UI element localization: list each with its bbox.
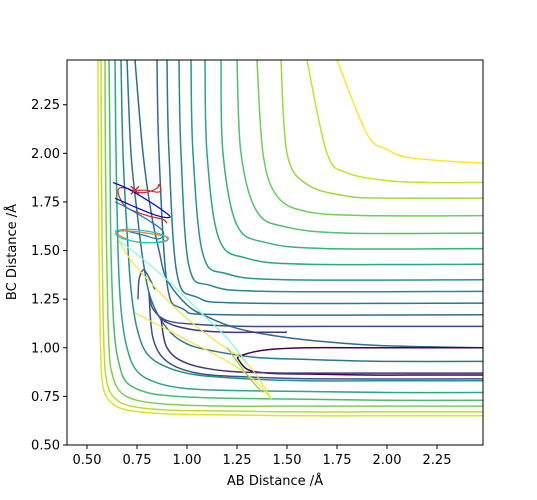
contour-line-15: [220, 60, 483, 250]
contour-line-7: [97, 60, 483, 417]
x-tick-label: 1.00: [173, 453, 202, 468]
contour-line-5: [104, 60, 483, 407]
y-axis-ticks: 0.50 0.75 1.00 1.25 1.50 1.75 2.00 2.25: [31, 98, 67, 454]
contour-line-18: [178, 60, 483, 293]
y-tick-label: 1.00: [31, 341, 60, 356]
y-tick-label: 1.50: [31, 244, 60, 259]
y-tick-label: 0.75: [31, 390, 60, 405]
contour-line-8: [236, 357, 483, 376]
contour-line-4: [108, 60, 483, 402]
trajectory-1: [112, 181, 171, 219]
plot-frame: [66, 59, 484, 446]
trajectory-0: [117, 183, 168, 224]
x-tick-label: 0.50: [73, 453, 102, 468]
contour-line-16: [204, 60, 483, 266]
contour-line-3: [114, 60, 483, 394]
y-tick-label: 1.25: [31, 293, 60, 308]
contour-line-24: [148, 293, 483, 328]
x-tick-label: 1.25: [223, 453, 252, 468]
contour-line-19: [166, 60, 483, 305]
contour-line-6: [100, 60, 483, 413]
trajectory-4: [114, 228, 169, 244]
x-tick-label: 2.00: [373, 453, 402, 468]
contour-line-2: [120, 60, 483, 382]
y-tick-label: 2.25: [31, 98, 60, 113]
y-tick-label: 2.00: [31, 147, 60, 162]
contour-line-11: [306, 60, 483, 184]
x-axis-ticks: 0.50 0.75 1.00 1.25 1.50 1.75 2.00 2.25: [73, 445, 452, 468]
trajectory-7: [226, 347, 264, 393]
trajectory-6: [118, 240, 248, 364]
contour-line-14: [236, 60, 483, 235]
trajectory-5: [118, 240, 272, 400]
x-axis-label: AB Distance /Å: [227, 473, 323, 489]
x-tick-label: 1.50: [273, 453, 302, 468]
contour-line-12: [280, 60, 483, 199]
contour-line-20: [156, 60, 483, 316]
contour-line-10: [336, 60, 483, 164]
y-axis-label: BC Distance /Å: [4, 204, 20, 300]
endpoint-marker-stroke-1: [130, 185, 140, 195]
trajectory-lines: [112, 181, 272, 400]
contour-line-25: [137, 268, 156, 300]
contour-line-1: [126, 60, 483, 363]
y-tick-label: 1.75: [31, 195, 60, 210]
contour-lines: [97, 60, 483, 417]
contour-line-23: [148, 293, 483, 380]
contour-line-21: [160, 318, 483, 374]
contour-line-0: [134, 60, 483, 349]
trajectory-3: [114, 230, 170, 244]
contour-line-17: [190, 60, 483, 281]
contour-line-22: [160, 317, 287, 334]
y-tick-label: 0.50: [31, 439, 60, 454]
endpoint-marker: [130, 185, 140, 195]
contour-line-9: [236, 346, 483, 359]
x-tick-label: 0.75: [123, 453, 152, 468]
x-tick-label: 2.25: [423, 453, 452, 468]
x-tick-label: 1.75: [323, 453, 352, 468]
contour-line-13: [256, 60, 483, 217]
